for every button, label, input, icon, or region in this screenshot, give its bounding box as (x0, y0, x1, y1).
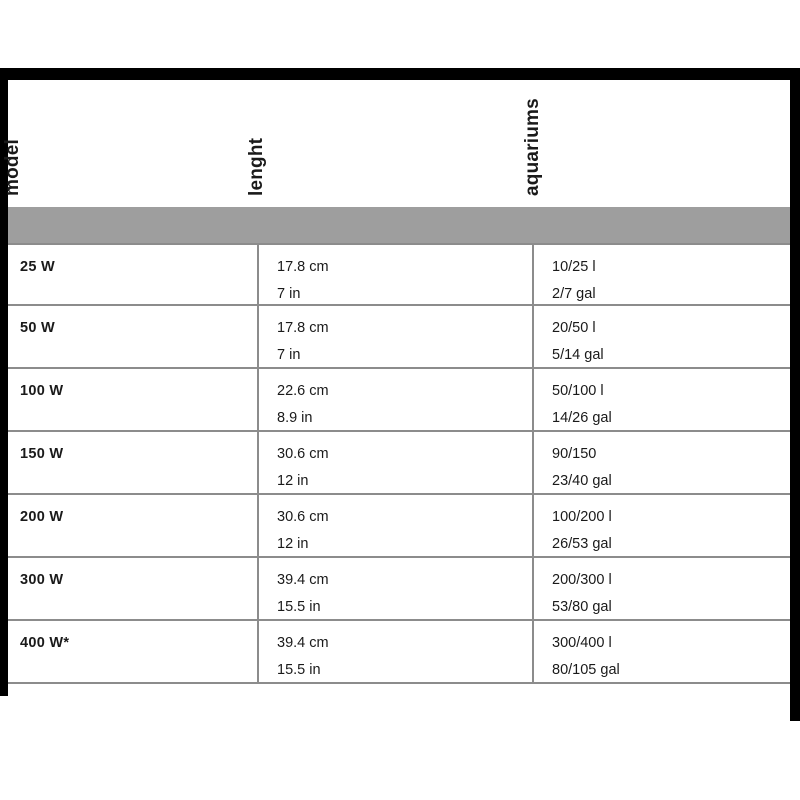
length-imperial-value: 7 in (277, 346, 301, 363)
aquariums-metric-value: 200/300 l (552, 572, 612, 588)
aquariums-metric-value: 300/400 l (552, 635, 612, 651)
length-imperial-value: 15.5 in (277, 598, 321, 615)
cell-length: 22.6 cm 8.9 in (257, 369, 532, 432)
aquariums-imperial-value: 80/105 gal (552, 661, 620, 678)
cell-length: 30.6 cm 12 in (257, 432, 532, 495)
cell-length: 39.4 cm 15.5 in (257, 558, 532, 621)
table-row: 50 W 17.8 cm 7 in 20/50 l 5/14 gal (8, 306, 790, 369)
cell-length: 17.8 cm 7 in (257, 306, 532, 369)
aquariums-metric-value: 90/150 (552, 446, 597, 462)
aquariums-metric-value: 20/50 l (552, 320, 596, 336)
aquariums-imperial-value: 2/7 gal (552, 285, 596, 302)
length-imperial-value: 15.5 in (277, 661, 321, 678)
length-metric-value: 39.4 cm (277, 635, 329, 651)
frame-right-edge (790, 80, 800, 721)
cell-model: 150 W (8, 432, 257, 495)
cell-aquariums: 100/200 l 26/53 gal (532, 495, 790, 558)
cell-aquariums: 50/100 l 14/26 gal (532, 369, 790, 432)
table-row: 100 W 22.6 cm 8.9 in 50/100 l 14/26 gal (8, 369, 790, 432)
frame-top-bar (0, 68, 800, 80)
model-value: 150 W (20, 446, 64, 462)
length-imperial-value: 8.9 in (277, 409, 313, 426)
table-row: 300 W 39.4 cm 15.5 in 200/300 l 53/80 ga… (8, 558, 790, 621)
length-imperial-value: 12 in (277, 535, 309, 552)
cell-model: 300 W (8, 558, 257, 621)
aquariums-imperial-value: 26/53 gal (552, 535, 612, 552)
model-value: 50 W (20, 320, 56, 336)
column-header-length-label: lenght (246, 137, 267, 196)
frame-left-edge (0, 80, 8, 696)
table-row: 25 W 17.8 cm 7 in 10/25 l 2/7 gal (8, 243, 790, 308)
aquariums-metric-value: 10/25 l (552, 259, 596, 275)
model-value: 25 W (20, 259, 56, 275)
aquariums-metric-value: 50/100 l (552, 383, 604, 399)
length-metric-value: 30.6 cm (277, 509, 329, 525)
column-header-aquariums-label: aquariums (522, 98, 543, 196)
cell-length: 17.8 cm 7 in (257, 245, 532, 308)
cell-length: 39.4 cm 15.5 in (257, 621, 532, 684)
table-row: 200 W 30.6 cm 12 in 100/200 l 26/53 gal (8, 495, 790, 558)
model-value: 200 W (20, 509, 64, 525)
aquariums-imperial-value: 14/26 gal (552, 409, 612, 426)
cell-model: 25 W (8, 245, 257, 308)
length-metric-value: 30.6 cm (277, 446, 329, 462)
cell-aquariums: 200/300 l 53/80 gal (532, 558, 790, 621)
column-header-model-label: model (2, 139, 23, 196)
cell-model: 100 W (8, 369, 257, 432)
frame-bottom-left-edge (0, 690, 8, 696)
length-imperial-value: 7 in (277, 285, 301, 302)
cell-aquariums: 300/400 l 80/105 gal (532, 621, 790, 684)
cell-aquariums: 90/150 23/40 gal (532, 432, 790, 495)
model-value: 300 W (20, 572, 64, 588)
length-metric-value: 22.6 cm (277, 383, 329, 399)
model-value: 400 W* (20, 635, 70, 651)
aquariums-imperial-value: 53/80 gal (552, 598, 612, 615)
cell-aquariums: 20/50 l 5/14 gal (532, 306, 790, 369)
cell-model: 400 W* (8, 621, 257, 684)
table-row: 400 W* 39.4 cm 15.5 in 300/400 l 80/105 … (8, 621, 790, 684)
length-metric-value: 17.8 cm (277, 320, 329, 336)
length-metric-value: 17.8 cm (277, 259, 329, 275)
table-row: 150 W 30.6 cm 12 in 90/150 23/40 gal (8, 432, 790, 495)
specification-table: model lenght aquariums 25 W 17.8 cm 7 in (2, 80, 790, 694)
aquariums-metric-value: 100/200 l (552, 509, 612, 525)
header-divider-band (8, 207, 790, 243)
table-body: 25 W 17.8 cm 7 in 10/25 l 2/7 gal 50 W 1… (8, 243, 790, 684)
cell-model: 50 W (8, 306, 257, 369)
aquariums-imperial-value: 23/40 gal (552, 472, 612, 489)
cell-model: 200 W (8, 495, 257, 558)
length-metric-value: 39.4 cm (277, 572, 329, 588)
aquariums-imperial-value: 5/14 gal (552, 346, 604, 363)
table-header-row: model lenght aquariums (2, 80, 790, 207)
cell-length: 30.6 cm 12 in (257, 495, 532, 558)
cell-aquariums: 10/25 l 2/7 gal (532, 245, 790, 308)
model-value: 100 W (20, 383, 64, 399)
length-imperial-value: 12 in (277, 472, 309, 489)
